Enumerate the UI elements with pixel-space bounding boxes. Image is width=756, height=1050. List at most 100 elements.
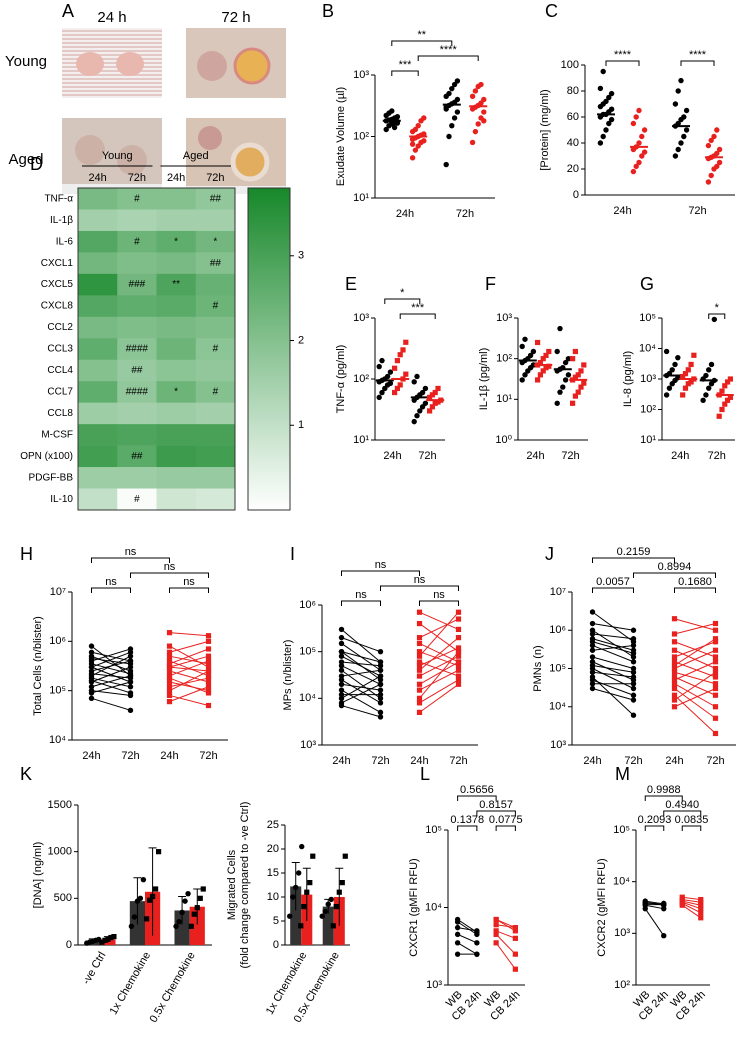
pair-line — [169, 632, 209, 637]
data-point — [570, 356, 576, 362]
heatmap-cell — [117, 402, 157, 425]
data-point — [397, 352, 403, 358]
significance-bracket — [419, 600, 459, 606]
data-point — [481, 109, 487, 115]
data-point — [712, 669, 719, 675]
data-point — [589, 631, 596, 637]
pair-line — [169, 640, 209, 653]
pair-line — [592, 664, 634, 673]
data-point — [379, 357, 385, 364]
data-point — [455, 681, 462, 687]
data-point — [387, 369, 394, 375]
data-point — [338, 691, 345, 698]
x-tick-label: 72h — [561, 450, 579, 462]
data-point — [597, 85, 604, 92]
data-point — [88, 690, 95, 696]
pair-line — [419, 647, 459, 667]
data-point — [481, 96, 487, 103]
data-point — [127, 675, 134, 681]
data-point — [562, 377, 569, 383]
data-point — [127, 707, 134, 713]
x-tick-label: 72h — [706, 755, 724, 767]
pair-line — [419, 651, 459, 667]
data-point — [671, 647, 678, 653]
pair-line — [674, 641, 716, 658]
heatmap-cell — [117, 424, 157, 446]
data-point — [377, 663, 384, 669]
data-point — [146, 897, 153, 903]
blister — [198, 126, 222, 150]
pair-line — [674, 688, 716, 719]
data-point — [455, 667, 462, 673]
significance-label: 0.0835 — [675, 814, 709, 826]
data-point — [377, 687, 384, 693]
data-point — [712, 620, 719, 627]
data-point — [685, 381, 691, 387]
data-point — [377, 648, 384, 655]
pair-line — [91, 655, 131, 672]
pair-line — [91, 681, 131, 694]
data-point — [427, 408, 433, 414]
data-point — [432, 400, 438, 406]
significance-label: ns — [375, 559, 387, 571]
x-tick-label: 24h — [613, 205, 631, 217]
data-point — [572, 393, 578, 399]
data-point — [143, 916, 150, 922]
data-point — [416, 709, 423, 715]
row-label: CCL2 — [47, 322, 73, 333]
data-point — [512, 925, 518, 931]
blister — [116, 52, 144, 76]
data-point — [683, 127, 690, 133]
data-point — [149, 893, 156, 900]
pair-line — [341, 629, 381, 663]
data-point — [403, 371, 409, 377]
data-point — [493, 922, 499, 928]
data-point — [205, 653, 212, 659]
data-point — [205, 658, 212, 664]
significance-label: ns — [355, 589, 367, 601]
data-point — [429, 392, 435, 398]
y-tick-label: 60 — [567, 111, 579, 123]
data-point — [600, 68, 606, 75]
x-tick-label: 72h — [121, 750, 139, 762]
data-point — [630, 659, 637, 665]
data-point — [678, 140, 684, 146]
data-point — [338, 695, 345, 702]
data-point — [435, 399, 441, 405]
data-point — [166, 684, 173, 690]
data-point — [416, 673, 423, 679]
row-label: CXCL8 — [41, 301, 74, 312]
data-point — [703, 372, 709, 379]
pair-line — [419, 637, 459, 671]
pair-line — [674, 649, 716, 669]
data-point — [719, 406, 725, 413]
data-point — [698, 899, 704, 905]
y-axis-label: [Protein] (mg/ml) — [539, 89, 551, 170]
y-tick-label: 10⁵ — [549, 662, 566, 674]
data-point — [205, 661, 212, 667]
pair-line — [91, 697, 131, 711]
y-axis-label: IL-8 (pg/ml) — [622, 351, 634, 407]
data-point — [166, 630, 173, 636]
data-point — [597, 140, 604, 146]
cell-label: # — [134, 193, 140, 204]
row-label: IL-10 — [50, 494, 73, 505]
data-point — [589, 685, 596, 692]
data-point — [429, 404, 435, 410]
data-point — [589, 642, 596, 649]
data-point — [546, 363, 552, 369]
panel-letter: I — [290, 544, 295, 564]
y-tick-label: 10³ — [640, 373, 656, 385]
y-axis-label: Migrated Cells — [226, 849, 238, 920]
data-point — [166, 692, 173, 699]
data-point — [454, 78, 461, 84]
y-tick-label: 10³ — [496, 312, 512, 324]
data-point — [455, 645, 462, 651]
x-tick-label: 0.5x Chemokine — [148, 950, 198, 1025]
pair-line — [645, 900, 664, 905]
data-point — [608, 106, 615, 112]
data-point — [205, 690, 212, 696]
data-point — [127, 671, 134, 677]
data-point — [608, 90, 615, 97]
data-point — [287, 913, 293, 919]
